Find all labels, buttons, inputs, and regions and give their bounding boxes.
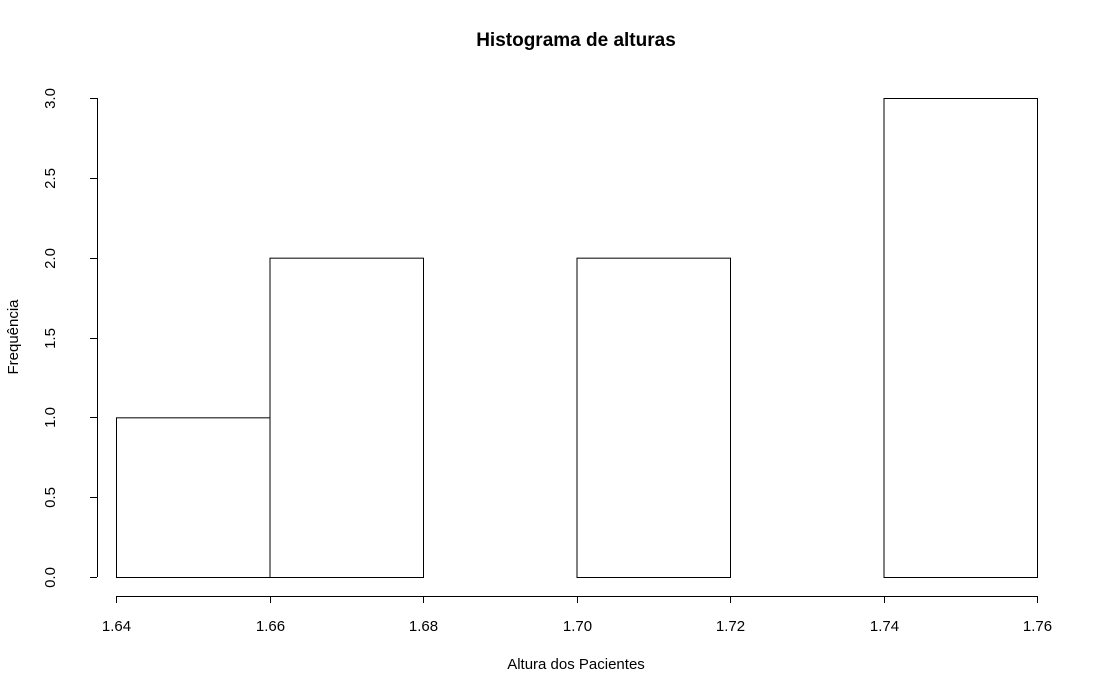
chart-title: Histograma de alturas [476,30,676,51]
x-tick-label: 1.76 [1023,618,1052,635]
y-axis-label: Frequência [5,299,22,375]
histogram-bar-1 [269,257,424,578]
x-tick-label: 1.72 [716,618,745,635]
y-tick-label: 1.0 [42,407,59,428]
y-tick-label: 0.5 [42,487,59,508]
y-tick-label: 2.0 [42,248,59,269]
histogram-bar-3 [576,257,731,578]
y-tick-label: 0.0 [42,567,59,588]
x-tick-label: 1.74 [870,618,899,635]
x-tick-label: 1.66 [256,618,285,635]
x-tick-label: 1.68 [409,618,438,635]
y-axis: 0.0 0.5 1.0 1.5 2.0 2.5 3.0 [42,88,98,588]
histogram-bar-5 [883,98,1038,578]
bars-group [116,98,1038,579]
x-tick-label: 1.64 [102,618,131,635]
x-axis-label: Altura dos Pacientes [507,656,645,673]
y-tick-label: 1.5 [42,328,59,349]
histogram-bar-0 [116,417,271,579]
x-axis: 1.64 1.66 1.68 1.70 1.72 1.74 1.76 [102,596,1052,635]
y-tick-label: 2.5 [42,168,59,189]
x-tick-label: 1.70 [563,618,592,635]
y-tick-label: 3.0 [42,88,59,109]
